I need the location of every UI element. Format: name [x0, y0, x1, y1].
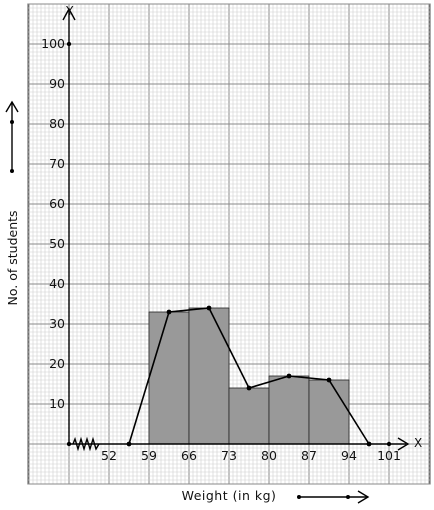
frequency-polygon	[126, 305, 372, 447]
y-tick-label: 100	[41, 36, 65, 51]
frequency-polygon-point	[206, 305, 212, 311]
x-axis-arrowhead	[397, 437, 410, 451]
y-tick-label: 60	[49, 196, 65, 211]
x-tick-label: 87	[301, 448, 317, 463]
scale-arrow-vertical	[5, 100, 19, 173]
x-axis-break-zigzag	[72, 436, 100, 452]
frequency-polygon-point	[166, 309, 172, 315]
y-tick-label: 80	[49, 116, 65, 131]
y-axis-letter: Y	[65, 4, 74, 18]
histogram-bar-80-87	[268, 375, 310, 445]
y-tick-dot-100	[66, 41, 72, 47]
x-tick-label: 94	[341, 448, 357, 463]
y-tick-label: 50	[49, 236, 65, 251]
y-tick-label: 20	[49, 356, 65, 371]
histogram-bar-87-94	[308, 379, 350, 445]
y-tick-label: 90	[49, 76, 65, 91]
axes	[62, 7, 410, 452]
y-tick-label: 40	[49, 276, 65, 291]
tick-labels: 52 59 66 73 80 87 94 101 10 20 30 40 50 60 70 80 90 100	[41, 36, 401, 463]
scale-arrow-horizontal	[297, 490, 370, 504]
origin-dot	[66, 441, 72, 447]
histogram-bar-66-73	[188, 307, 230, 445]
y-axis-title: No. of students	[5, 210, 20, 305]
x-tick-label: 59	[141, 448, 157, 463]
histogram-bar-73-80	[228, 387, 270, 445]
frequency-polygon-point	[326, 377, 332, 383]
y-tick-label: 70	[49, 156, 65, 171]
x-tick-label: 66	[181, 448, 197, 463]
y-axis-arrowhead	[62, 7, 76, 21]
y-tick-label: 30	[49, 316, 65, 331]
frequency-polygon-point	[126, 441, 132, 447]
frequency-polygon-point	[246, 385, 252, 391]
y-tick-label: 10	[49, 396, 65, 411]
x-tick-dot-101	[386, 441, 392, 447]
x-axis-title: Weight (in kg)	[182, 488, 277, 503]
x-tick-label: 73	[221, 448, 237, 463]
frequency-polygon-point	[286, 373, 292, 379]
x-tick-label: 52	[101, 448, 117, 463]
histogram-bar-59-66	[148, 311, 190, 445]
x-tick-label: 101	[377, 448, 401, 463]
x-tick-label: 80	[261, 448, 277, 463]
x-axis-letter: X	[414, 436, 422, 450]
frequency-polygon-point	[366, 441, 372, 447]
